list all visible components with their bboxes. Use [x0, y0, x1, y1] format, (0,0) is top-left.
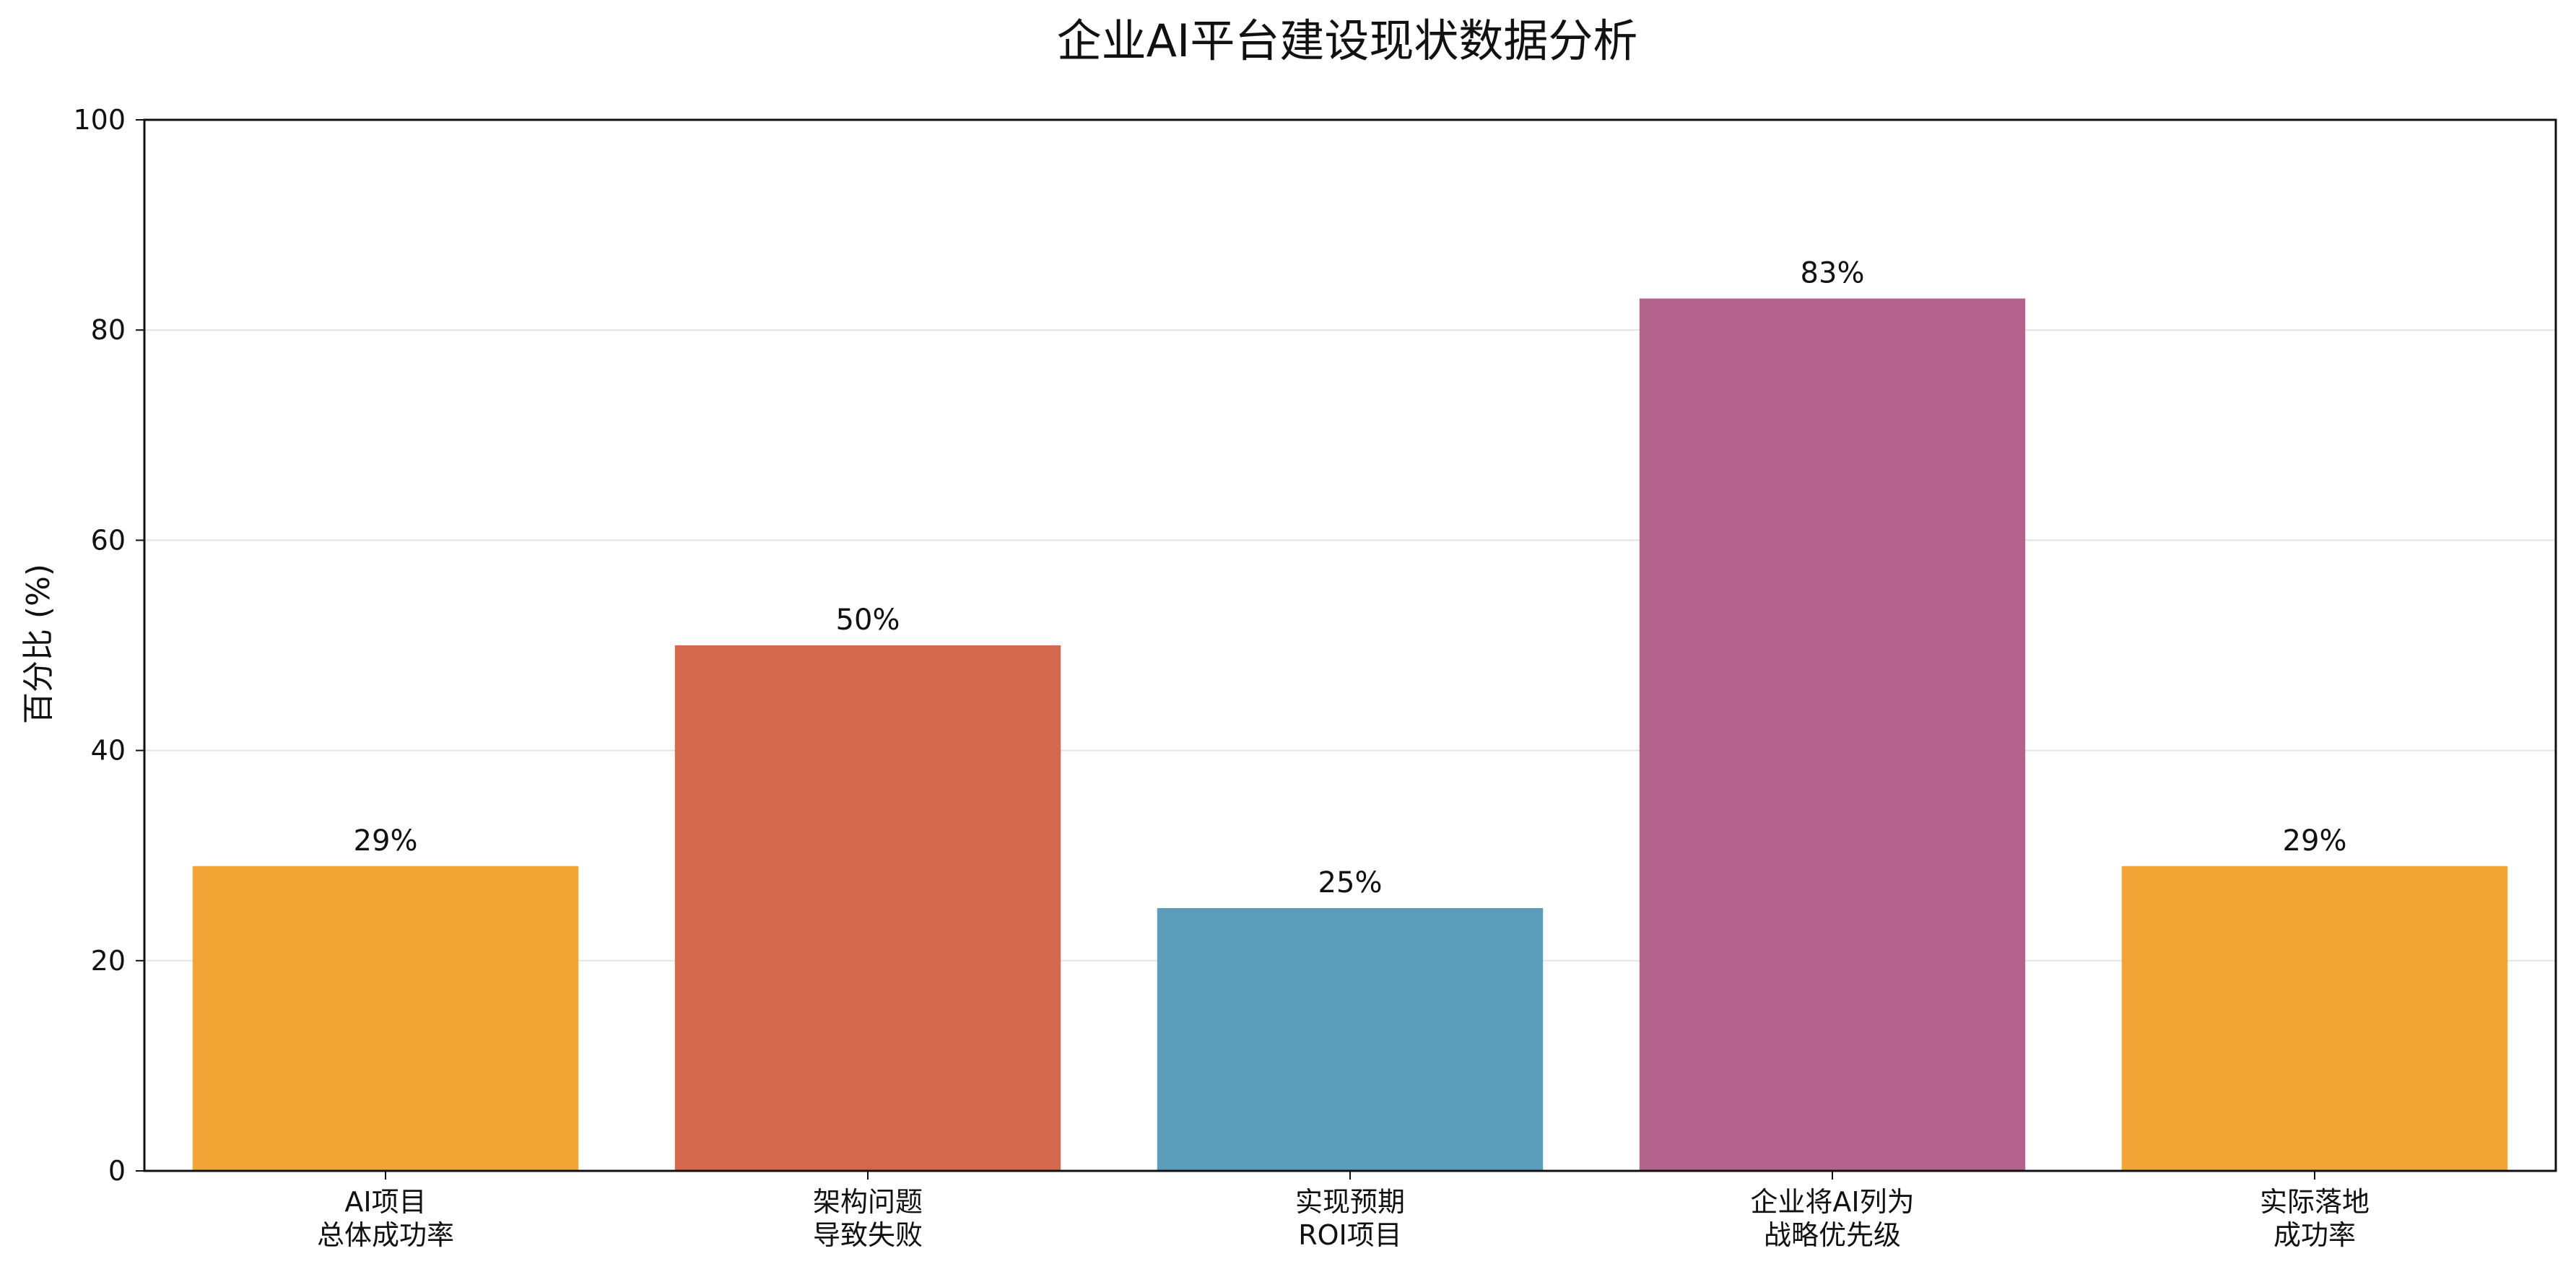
data-label: 29% [2283, 824, 2347, 858]
chart-title: 企业AI平台建设现状数据分析 [1057, 14, 1638, 67]
y-axis-ticks: 0 20 40 60 80 100 [73, 104, 144, 1187]
x-tick-label: AI项目 [344, 1186, 426, 1218]
y-tick-label: 100 [73, 104, 126, 136]
bars [192, 298, 2508, 1171]
bar [2121, 866, 2508, 1171]
bar [1639, 298, 2026, 1171]
x-tick-label: 架构问题 [813, 1186, 923, 1218]
y-tick-label: 20 [91, 945, 126, 977]
x-tick-label: 导致失败 [813, 1219, 923, 1251]
x-tick-label: 成功率 [2273, 1219, 2356, 1251]
y-tick-label: 80 [91, 314, 126, 346]
y-axis-label: 百分比 (%) [20, 564, 57, 724]
data-label: 50% [836, 603, 900, 637]
y-tick-label: 60 [91, 524, 126, 556]
data-labels: 29% 50% 25% 83% 29% [354, 257, 2347, 899]
data-label: 25% [1318, 866, 1383, 899]
y-tick-label: 40 [91, 735, 126, 767]
x-tick-label: 实现预期 [1295, 1186, 1405, 1218]
x-tick-label: 企业将AI列为 [1750, 1186, 1914, 1218]
bar [674, 645, 1061, 1171]
x-tick-label: 总体成功率 [317, 1219, 454, 1251]
x-tick-label: ROI项目 [1298, 1219, 1402, 1251]
y-tick-label: 0 [108, 1155, 126, 1187]
data-label: 83% [1801, 257, 1865, 290]
bar [192, 866, 579, 1171]
data-label: 29% [354, 824, 418, 858]
x-tick-label: 战略优先级 [1764, 1219, 1901, 1251]
bar [1157, 908, 1544, 1171]
x-tick-label: 实际落地 [2260, 1186, 2370, 1218]
